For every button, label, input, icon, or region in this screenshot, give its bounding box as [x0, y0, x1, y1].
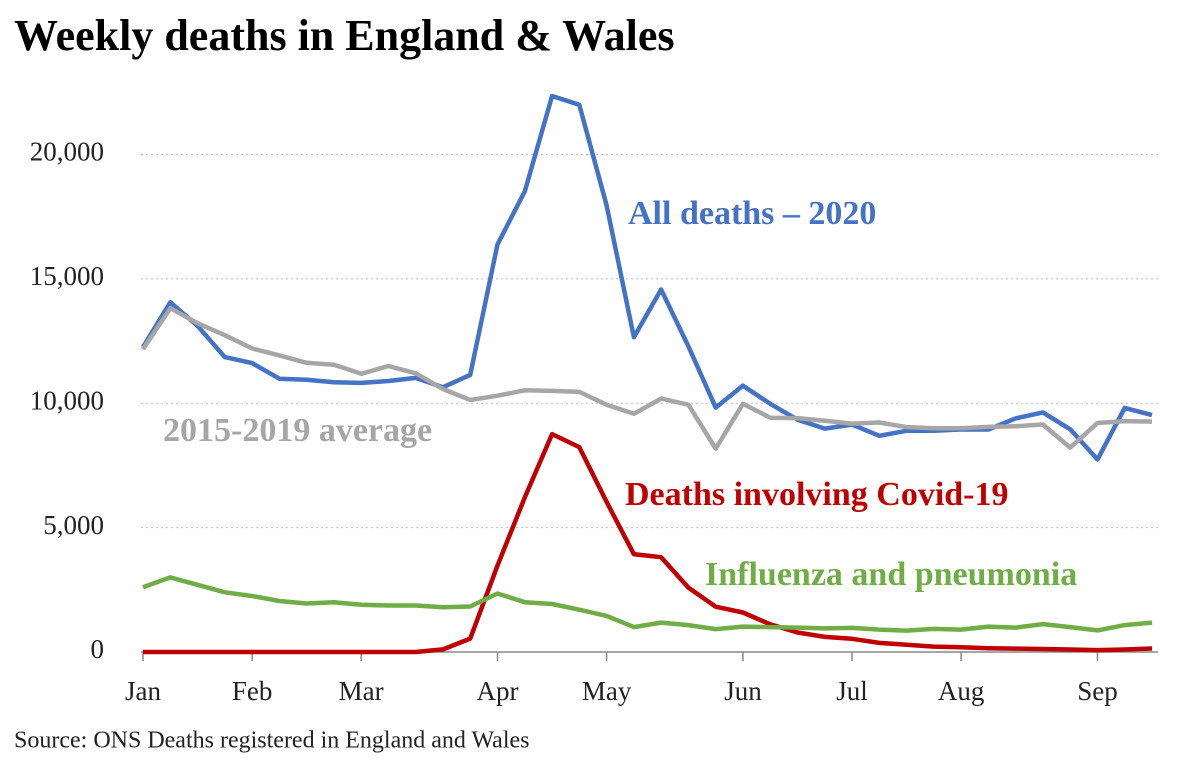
- series-label: All deaths – 2020: [628, 195, 876, 232]
- series-line: [141, 305, 1153, 451]
- series-line: [143, 431, 1153, 655]
- series-label: 2015-2019 average: [163, 412, 432, 449]
- x-tick-label: Apr: [477, 676, 519, 706]
- series-line: [141, 93, 1153, 462]
- series-label: Influenza and pneumonia: [705, 556, 1077, 593]
- series-line: [142, 575, 1153, 633]
- x-tick-label: Jan: [125, 676, 161, 706]
- x-tick-label: May: [582, 676, 632, 706]
- x-tick-label: Jul: [836, 676, 868, 706]
- chart-title: Weekly deaths in England & Wales: [14, 11, 675, 60]
- y-tick-label: 0: [91, 634, 105, 664]
- x-tick-label: Feb: [232, 676, 273, 706]
- y-tick-label: 5,000: [43, 510, 104, 540]
- y-tick-label: 20,000: [30, 137, 104, 167]
- source-note: Source: ONS Deaths registered in England…: [14, 728, 530, 754]
- series-label: Deaths involving Covid-19: [625, 476, 1009, 513]
- y-tick-label: 10,000: [30, 385, 104, 415]
- x-tick-label: Aug: [938, 676, 985, 706]
- x-tick-label: Sep: [1077, 676, 1118, 706]
- x-tick-label: Mar: [339, 676, 384, 706]
- y-tick-label: 15,000: [30, 261, 104, 291]
- x-tick-label: Jun: [724, 676, 762, 706]
